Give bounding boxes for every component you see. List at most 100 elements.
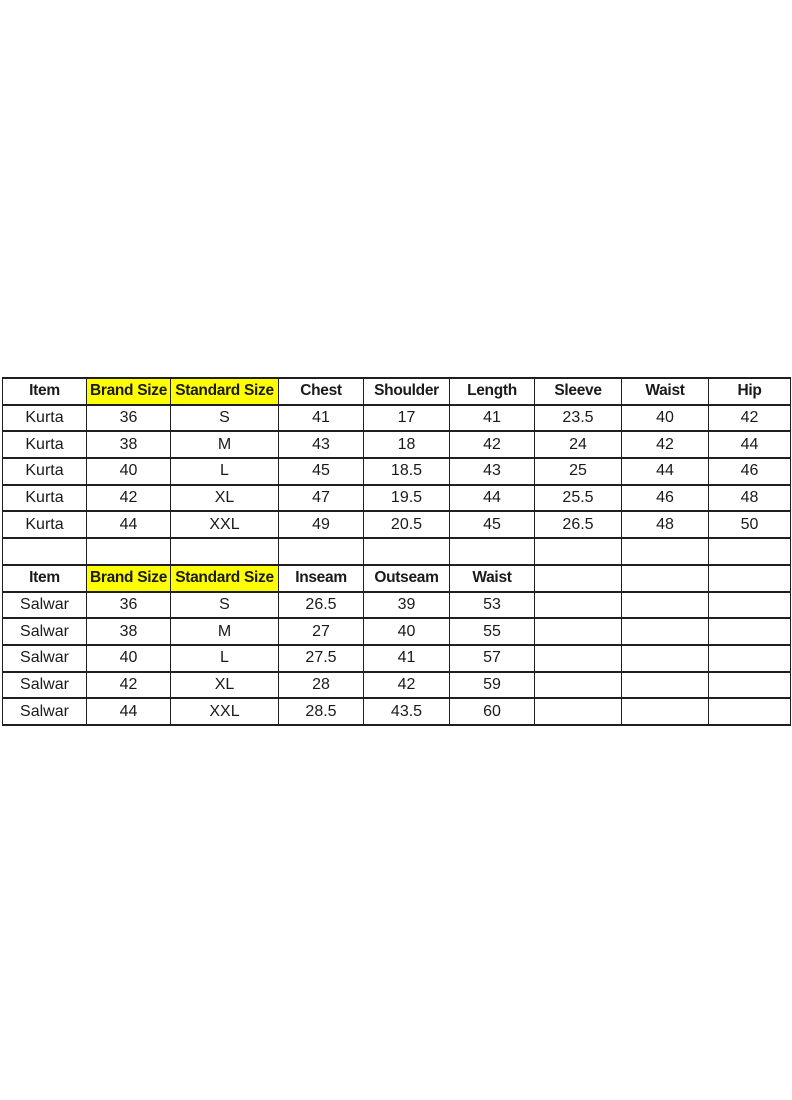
kurta-size-table-row: Kurta 38 M 43 18 42 24 42 44 [2, 430, 791, 460]
table-cell [621, 537, 709, 566]
table-cell: S [170, 403, 279, 433]
table-cell: 48 [621, 510, 709, 540]
table-cell: 42 [449, 430, 535, 460]
table-cell [621, 617, 709, 646]
header-cell: Brand Size [86, 377, 171, 406]
header-cell: Standard Size [170, 563, 279, 593]
header-cell: Outseam [363, 563, 450, 593]
table-cell: 39 [363, 590, 450, 620]
table-cell: 40 [363, 617, 450, 646]
size-chart-table: Item Brand Size Standard Size Chest Shoulder… [2, 377, 791, 726]
table-cell: 42 [86, 483, 171, 513]
table-cell [170, 537, 279, 566]
table-cell [2, 537, 87, 566]
header-cell: Hip [708, 377, 791, 406]
table-cell: 18.5 [363, 457, 450, 486]
table-cell: 27.5 [278, 643, 364, 673]
table-cell: 44 [621, 457, 709, 486]
table-cell: XXL [170, 510, 279, 540]
table-cell: 42 [708, 403, 791, 433]
table-cell [708, 537, 791, 566]
table-cell: 40 [86, 643, 171, 673]
salwar-size-table-row: Salwar 40 L 27.5 41 57 [2, 643, 791, 673]
table-cell [621, 643, 709, 673]
table-cell: L [170, 643, 279, 673]
salwar-size-table-row: Salwar 36 S 26.5 39 53 [2, 590, 791, 620]
table-cell: 40 [621, 403, 709, 433]
table-cell: Kurta [2, 457, 87, 486]
table-cell: 53 [449, 590, 535, 620]
table-cell [708, 670, 791, 700]
table-cell: 59 [449, 670, 535, 700]
table-cell: 38 [86, 617, 171, 646]
table-cell: 26.5 [534, 510, 622, 540]
salwar-size-table-row: Salwar 42 XL 28 42 59 [2, 670, 791, 700]
table-cell: 43 [278, 430, 364, 460]
table-cell: Salwar [2, 643, 87, 673]
header-cell: Item [2, 377, 87, 406]
table-cell: 47 [278, 483, 364, 513]
table-cell: 41 [449, 403, 535, 433]
table-cell: Salwar [2, 697, 87, 726]
table-cell [708, 617, 791, 646]
table-cell: 46 [708, 457, 791, 486]
table-cell: 26.5 [278, 590, 364, 620]
table-cell: 42 [363, 670, 450, 700]
table-cell [708, 697, 791, 726]
table-cell: S [170, 590, 279, 620]
table-cell: Salwar [2, 617, 87, 646]
table-cell [621, 590, 709, 620]
table-cell [708, 643, 791, 673]
table-cell: 36 [86, 403, 171, 433]
salwar-size-table-row: Salwar 44 XXL 28.5 43.5 60 [2, 697, 791, 726]
kurta-size-table-row: Kurta 36 S 41 17 41 23.5 40 42 [2, 403, 791, 433]
table-cell: 41 [363, 643, 450, 673]
table-cell [534, 617, 622, 646]
table-cell: 43 [449, 457, 535, 486]
table-cell: 44 [86, 510, 171, 540]
table-cell: 57 [449, 643, 535, 673]
header-cell [708, 563, 791, 593]
table-cell [278, 537, 364, 566]
salwar-size-table-row: Salwar 38 M 27 40 55 [2, 617, 791, 646]
table-cell [534, 537, 622, 566]
header-cell [534, 563, 622, 593]
table-cell [621, 670, 709, 700]
table-cell: XL [170, 483, 279, 513]
table-cell [363, 537, 450, 566]
table-cell: 23.5 [534, 403, 622, 433]
table-cell: 42 [621, 430, 709, 460]
header-cell [621, 563, 709, 593]
header-cell: Standard Size [170, 377, 279, 406]
size-chart-body: Item Brand Size Standard Size Chest Shoulder… [2, 377, 791, 726]
header-cell: Waist [449, 563, 535, 593]
table-cell [708, 590, 791, 620]
table-cell [534, 590, 622, 620]
header-cell: Item [2, 563, 87, 593]
table-cell [621, 697, 709, 726]
table-cell: 18 [363, 430, 450, 460]
table-cell: 25 [534, 457, 622, 486]
table-cell: 60 [449, 697, 535, 726]
table-cell: 44 [449, 483, 535, 513]
table-cell: 28.5 [278, 697, 364, 726]
table-cell: Salwar [2, 670, 87, 700]
table-cell: M [170, 617, 279, 646]
table-cell: XL [170, 670, 279, 700]
table-cell: 17 [363, 403, 450, 433]
header-cell: Shoulder [363, 377, 450, 406]
table-cell: 19.5 [363, 483, 450, 513]
spacer-row [2, 537, 791, 566]
kurta-size-table-row: Kurta 42 XL 47 19.5 44 25.5 46 48 [2, 483, 791, 513]
salwar-size-table-header-row: Item Brand Size Standard Size Inseam Outseam… [2, 563, 791, 593]
table-cell: 42 [86, 670, 171, 700]
table-cell: 24 [534, 430, 622, 460]
table-cell: 28 [278, 670, 364, 700]
table-cell: 43.5 [363, 697, 450, 726]
table-cell: 55 [449, 617, 535, 646]
table-cell: 20.5 [363, 510, 450, 540]
table-cell: 45 [449, 510, 535, 540]
table-cell: Kurta [2, 483, 87, 513]
table-cell: 41 [278, 403, 364, 433]
table-cell: 46 [621, 483, 709, 513]
